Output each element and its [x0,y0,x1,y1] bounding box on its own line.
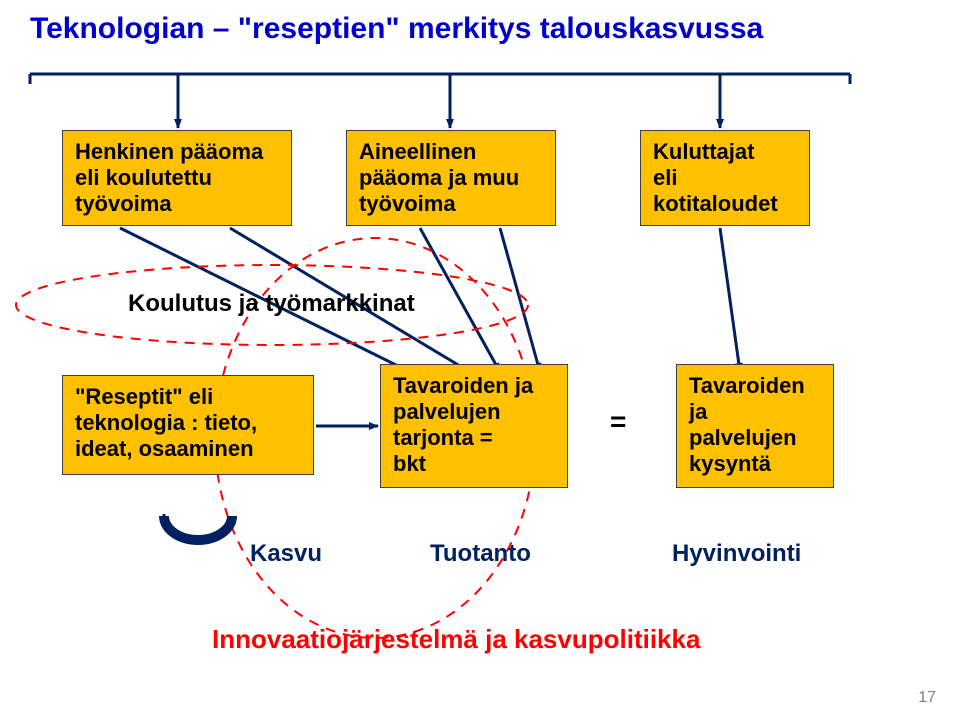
page-title: Teknologian – "reseptien" merkitys talou… [30,12,763,46]
diagram-root: Teknologian – "reseptien" merkitys talou… [0,0,960,719]
bottom-label-2: Hyvinvointi [672,540,801,568]
connector-overlay [0,0,960,719]
row2-box-1: Tavaroiden ja palvelujen tarjonta = bkt [380,364,568,488]
row2-box-2: Tavaroiden ja palvelujen kysyntä [676,364,834,488]
row2-box-0: "Reseptit" eli teknologia : tieto, ideat… [62,375,314,475]
bottom-label-1: Tuotanto [430,540,531,568]
footer-line: Innovaatiojärjestelmä ja kasvupolitiikka [212,624,700,655]
equals-sign: = [610,406,626,438]
row1-box-0: Henkinen pääoma eli koulutettu työvoima [62,130,292,226]
page-number: 17 [918,689,936,707]
mid-heading: Koulutus ja työmarkkinat [128,290,415,318]
bottom-label-0: Kasvu [250,540,322,568]
row1-box-2: Kuluttajat eli kotitaloudet [640,130,810,226]
row1-box-1: Aineellinen pääoma ja muu työvoima [346,130,556,226]
